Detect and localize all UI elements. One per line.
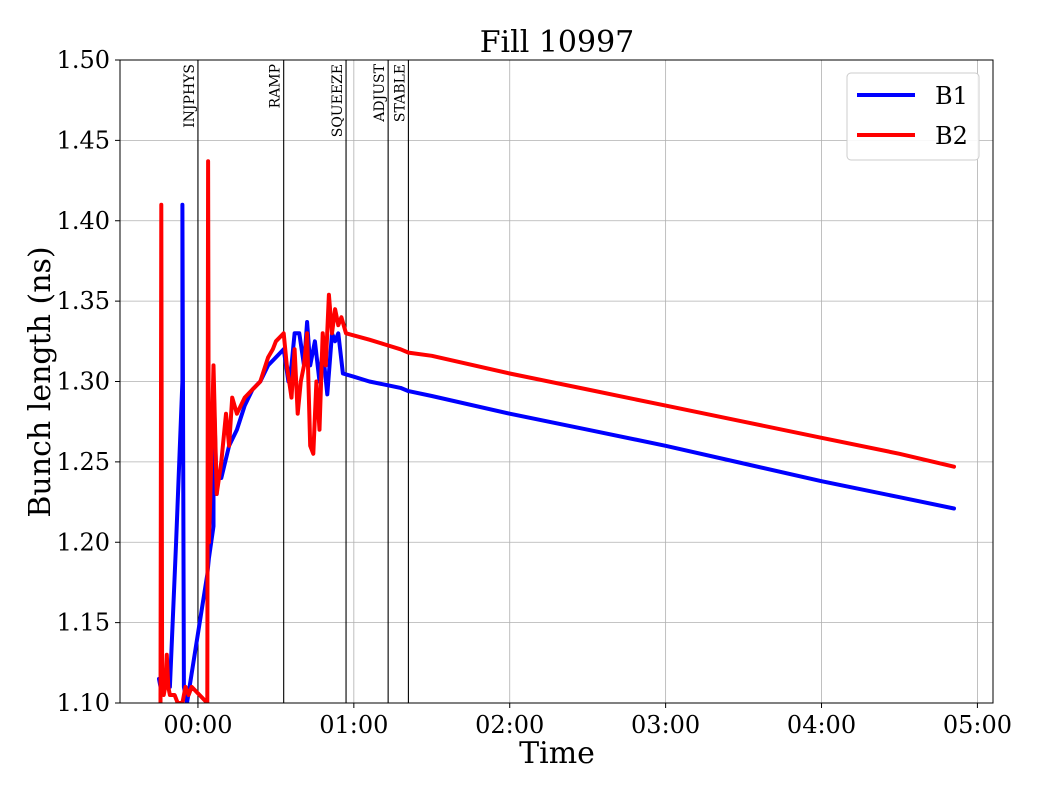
series-lines	[157, 159, 956, 703]
y-tick-label: 1.45	[57, 126, 110, 154]
x-tick-label: 05:00	[943, 711, 1012, 739]
y-tick-label: 1.10	[57, 689, 110, 717]
y-tick-label: 1.30	[57, 368, 110, 396]
series-line-b1	[157, 202, 956, 703]
x-tick-label: 03:00	[631, 711, 700, 739]
series-line-b2	[158, 159, 956, 703]
x-axis-label: Time	[519, 736, 595, 771]
x-tick-label: 01:00	[319, 711, 388, 739]
y-tick-label: 1.25	[57, 448, 110, 476]
x-tick-label: 00:00	[163, 711, 232, 739]
y-tick-label: 1.35	[57, 287, 110, 315]
phase-label: RAMP	[268, 64, 284, 108]
y-tick-label: 1.20	[57, 528, 110, 556]
phase-markers: INJPHYS RAMP SQUEEZE ADJUST STABLE	[182, 60, 409, 703]
legend-label-b2: B2	[935, 122, 968, 150]
y-tick-label: 1.15	[57, 609, 110, 637]
y-tick-label: 1.50	[57, 46, 110, 74]
phase-label: ADJUST	[372, 63, 388, 122]
legend-label-b1: B1	[935, 82, 968, 110]
phase-label: STABLE	[392, 64, 408, 122]
chart-title: Fill 10997	[480, 25, 635, 60]
x-tick-label: 02:00	[475, 711, 544, 739]
y-tick-label: 1.40	[57, 207, 110, 235]
phase-label: INJPHYS	[182, 64, 198, 128]
phase-label: SQUEEZE	[330, 64, 346, 137]
axis-ticks: 00:00 01:00 02:00 03:00 04:00 05:00 1.10 1.15 1.…	[57, 46, 1012, 739]
x-tick-label: 04:00	[787, 711, 856, 739]
y-axis-label: Bunch length (ns)	[23, 246, 58, 517]
